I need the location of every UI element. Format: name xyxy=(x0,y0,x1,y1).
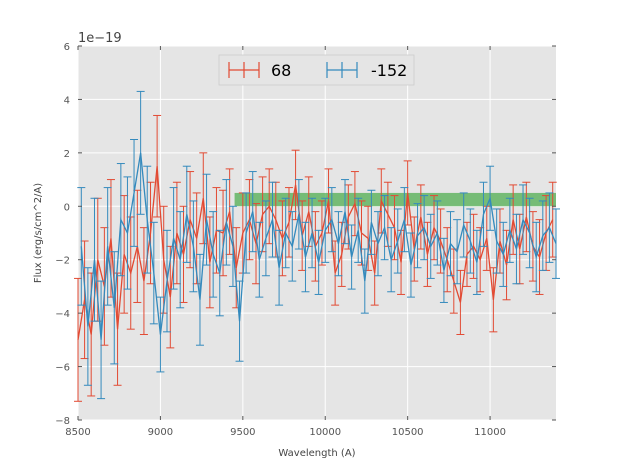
highlight-band-rect xyxy=(234,192,556,207)
y-tick-label-6: 4 xyxy=(64,95,70,106)
series-layer xyxy=(74,90,560,402)
legend: 68 -152 xyxy=(218,54,415,86)
y-tick-label-2: −4 xyxy=(55,309,70,320)
legend-handle-series-1 xyxy=(228,62,260,78)
y-offset-label: 1e−19 xyxy=(78,31,122,46)
x-axis-title: Wavelength (A) xyxy=(278,448,355,459)
axis-ticks: 8500 9000 9500 10000 10500 11000 −8 −6 −4 −2 0 2 4 6 xyxy=(55,42,556,438)
legend-label-series-1: 68 xyxy=(271,61,291,80)
series-2 xyxy=(77,90,560,400)
plot-background xyxy=(78,46,556,420)
highlight-band xyxy=(234,192,556,207)
x-tick-label-5: 11000 xyxy=(474,427,506,438)
y-tick-label-0: −8 xyxy=(55,416,70,427)
y-tick-label-3: −2 xyxy=(55,256,70,267)
y-tick-label-7: 6 xyxy=(64,42,70,53)
y-tick-label-5: 2 xyxy=(64,149,70,160)
legend-handle-series-2 xyxy=(326,62,358,78)
y-axis-title: Flux (erg/s/cm^2/A) xyxy=(33,183,44,283)
y-tick-label-1: −6 xyxy=(55,363,70,374)
series-line-2 xyxy=(80,152,557,340)
y-tick-label-4: 0 xyxy=(64,202,70,213)
legend-label-series-2: -152 xyxy=(371,61,407,80)
x-tick-label-1: 9000 xyxy=(148,427,173,438)
x-tick-label-3: 10000 xyxy=(309,427,341,438)
x-tick-label-2: 9500 xyxy=(230,427,255,438)
x-tick-label-4: 10500 xyxy=(392,427,424,438)
x-tick-label-0: 8500 xyxy=(65,427,90,438)
